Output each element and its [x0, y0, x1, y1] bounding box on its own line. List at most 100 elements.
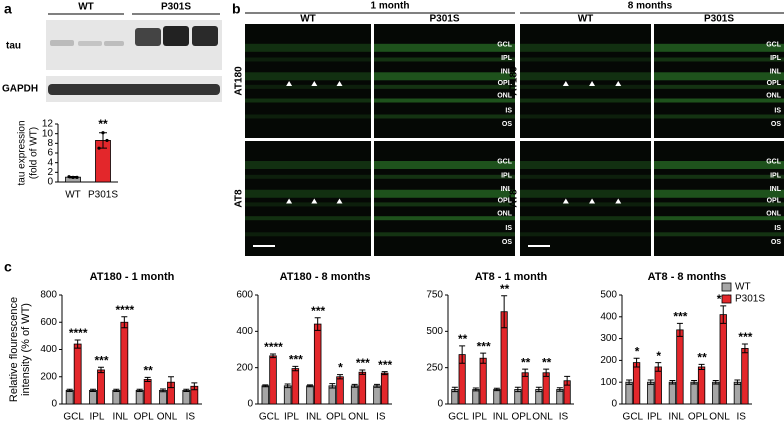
error-bar: [712, 379, 719, 385]
x-tick-label: P301S: [88, 190, 118, 201]
x-tick-label: IPL: [647, 412, 662, 423]
bar: [283, 385, 292, 405]
error-bar: [270, 353, 277, 359]
bar: [521, 372, 529, 405]
error-bar: [676, 322, 683, 337]
error-bar: [720, 305, 727, 324]
error-bar: [535, 386, 542, 393]
error-bar: [514, 386, 521, 393]
layer-label: IPL: [501, 55, 513, 62]
y-tick-label: 400: [236, 326, 253, 337]
retina-layer: [245, 72, 371, 81]
significance: **: [542, 355, 552, 369]
significance: *: [635, 344, 640, 358]
retina-layer: [520, 57, 651, 62]
error-bar: [337, 374, 344, 380]
error-bar: [691, 379, 698, 385]
error-bar: [480, 352, 487, 364]
y-tick-label: 400: [600, 311, 617, 322]
micrograph: [520, 24, 651, 138]
significance: ****: [69, 326, 88, 340]
significance: **: [521, 355, 531, 369]
retina-layer: [520, 84, 651, 89]
error-bar: [373, 383, 380, 388]
arrowhead: [286, 81, 293, 86]
x-tick-label: IPL: [284, 412, 299, 423]
x-tick-label: ONL: [348, 412, 369, 423]
bar: [542, 372, 550, 405]
layer-label: OS: [771, 121, 781, 128]
bar: [647, 381, 655, 405]
genotype-label: WT: [300, 14, 316, 25]
y-tick-label: 100: [600, 377, 617, 388]
row-label: tau: [6, 41, 21, 52]
y-tick-label: 600: [40, 317, 57, 328]
bar: [472, 389, 480, 405]
arrowhead: [336, 81, 343, 86]
y-tick-label: 0: [47, 177, 53, 188]
x-tick-label: INL: [113, 412, 129, 423]
bar: [625, 381, 633, 405]
retina-layer: [520, 232, 651, 237]
bar: [479, 357, 487, 405]
arrowhead: [311, 81, 318, 86]
bar: [654, 366, 662, 405]
bar: [690, 381, 698, 405]
x-tick-label: WT: [65, 190, 81, 201]
y-tick-label: 12: [42, 119, 54, 130]
bar: [313, 323, 322, 405]
retina-layer: [245, 174, 371, 179]
error-bar: [655, 362, 662, 372]
bar: [182, 389, 191, 405]
arrowhead: [311, 198, 318, 204]
retina-layer: [520, 189, 651, 198]
blot-band: [48, 84, 220, 95]
data-point: [97, 146, 101, 150]
timepoint-label: 1 month: [371, 1, 410, 12]
bar: [380, 372, 389, 405]
bar: [135, 389, 144, 405]
error-bar: [144, 376, 151, 383]
retina-layer: [654, 232, 784, 237]
y-tick-label: 4: [47, 157, 53, 168]
error-bar: [734, 379, 741, 385]
arrowhead: [286, 198, 293, 204]
row-label: GAPDH: [2, 84, 38, 95]
arrowhead: [562, 81, 569, 86]
significance: **: [458, 332, 468, 346]
layer-label: GCL: [766, 159, 782, 166]
significance: ***: [311, 304, 325, 318]
error-bar: [66, 388, 73, 392]
bar: [159, 389, 167, 405]
panel-label: c: [4, 259, 12, 275]
micrographs: [245, 24, 784, 256]
layer-label: ONL: [766, 210, 782, 217]
bar: [733, 381, 742, 405]
layer-label: ONL: [497, 93, 513, 100]
retina-layer: [654, 84, 784, 89]
layer-label: OPL: [498, 198, 513, 205]
y-tick-label: 0: [437, 399, 443, 410]
retina-layer: [520, 174, 651, 179]
retina-layer: [374, 72, 515, 81]
micrograph: [654, 141, 784, 256]
bar: [336, 376, 344, 405]
retina-layer: [245, 161, 371, 169]
significance: ****: [115, 303, 134, 317]
error-bar: [191, 382, 198, 391]
data-point: [101, 131, 105, 135]
genotype-label: P301S: [704, 14, 734, 25]
retina-layer: [654, 189, 784, 198]
arrowhead: [589, 198, 596, 204]
retina-layer: [374, 84, 515, 89]
retina-layer: [245, 202, 371, 207]
error-bar: [451, 386, 458, 393]
y-tick-label: 800: [40, 290, 57, 301]
retina-layer: [520, 43, 651, 52]
x-tick-label: GCL: [63, 412, 84, 423]
y-axis-label: tau expression: [17, 120, 28, 185]
y-tick-label: 6: [47, 148, 53, 159]
stain-label: AT180: [509, 66, 520, 96]
micrograph: [245, 24, 371, 138]
